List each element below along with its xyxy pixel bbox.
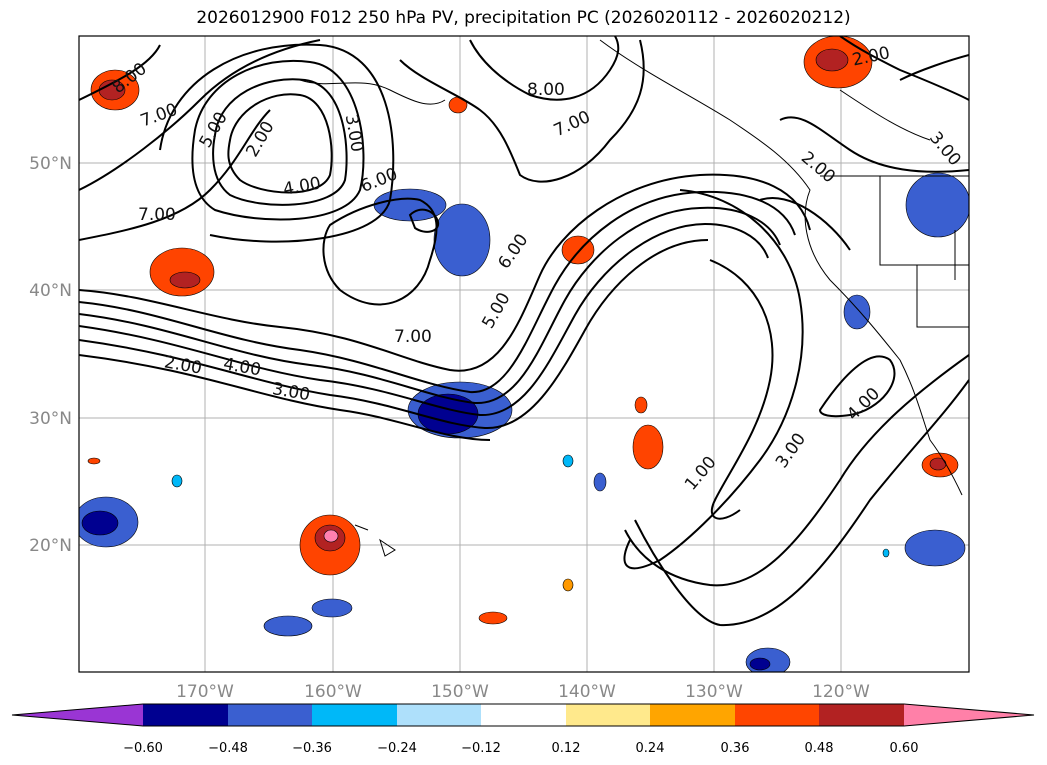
colorbar-segment bbox=[12, 704, 143, 726]
lat-label: 30°N bbox=[29, 409, 72, 429]
colorbar-label: −0.12 bbox=[461, 741, 501, 756]
lon-label: 120°W bbox=[812, 682, 870, 702]
contour-label: 7.00 bbox=[138, 205, 176, 225]
lon-label: 170°W bbox=[176, 682, 234, 702]
latitude-labels: 50°N 40°N 30°N 20°N bbox=[29, 154, 72, 556]
colorbar-label: −0.60 bbox=[123, 741, 163, 756]
lon-label: 150°W bbox=[431, 682, 489, 702]
colorbar bbox=[11, 703, 1035, 727]
colorbar-label: −0.36 bbox=[292, 741, 332, 756]
lat-label: 40°N bbox=[29, 281, 72, 301]
map-title: 2026012900 F012 250 hPa PV, precipitatio… bbox=[196, 8, 851, 28]
colorbar-label: 0.36 bbox=[721, 741, 750, 756]
colorbar-segment bbox=[143, 704, 228, 726]
lon-label: 140°W bbox=[558, 682, 616, 702]
lon-label: 130°W bbox=[685, 682, 743, 702]
colorbar-label: −0.24 bbox=[377, 741, 417, 756]
colorbar-segment bbox=[481, 704, 566, 726]
colorbar-segment bbox=[566, 704, 650, 726]
contour-label: 7.00 bbox=[394, 327, 432, 347]
lat-label: 20°N bbox=[29, 536, 72, 556]
precip-features bbox=[79, 36, 969, 672]
colorbar-labels: −0.60 −0.48 −0.36 −0.24 −0.12 0.12 0.24 … bbox=[123, 741, 918, 756]
lat-label: 50°N bbox=[29, 154, 72, 174]
coastlines bbox=[299, 39, 969, 557]
lon-label: 160°W bbox=[304, 682, 362, 702]
colorbar-segment bbox=[904, 704, 1034, 726]
pv-contours bbox=[79, 36, 969, 627]
colorbar-label: −0.48 bbox=[208, 741, 248, 756]
colorbar-label: 0.48 bbox=[805, 741, 834, 756]
colorbar-label: 0.24 bbox=[636, 741, 665, 756]
colorbar-segment bbox=[735, 704, 819, 726]
colorbar-label: 0.12 bbox=[552, 741, 581, 756]
colorbar-segment bbox=[650, 704, 735, 726]
colorbar-segment bbox=[819, 704, 904, 726]
colorbar-segment bbox=[397, 704, 481, 726]
colorbar-outline bbox=[11, 703, 1035, 727]
colorbar-segment bbox=[228, 704, 312, 726]
map-frame bbox=[78, 35, 970, 673]
colorbar-segment bbox=[312, 704, 397, 726]
colorbar-label: 0.60 bbox=[890, 741, 919, 756]
contour-label: 8.00 bbox=[527, 80, 565, 100]
longitude-labels: 170°W 160°W 150°W 140°W 130°W 120°W bbox=[176, 682, 870, 702]
